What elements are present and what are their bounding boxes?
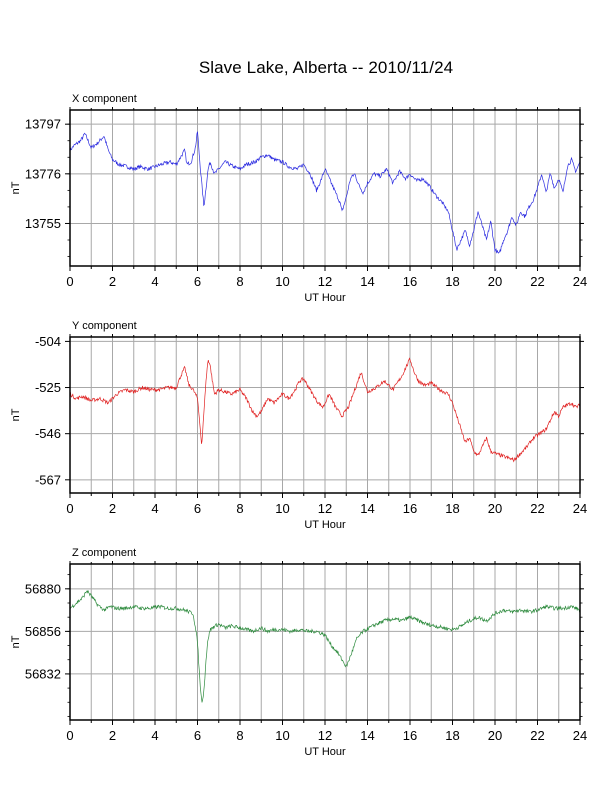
page-title: Slave Lake, Alberta -- 2010/11/24 bbox=[198, 58, 454, 77]
x-tick-label: 6 bbox=[194, 728, 201, 743]
y-tick-label: 13776 bbox=[25, 166, 61, 181]
x-tick-label: 16 bbox=[403, 501, 417, 516]
x-tick-label: 20 bbox=[488, 728, 502, 743]
y-tick-label: 13755 bbox=[25, 216, 61, 231]
y-tick-label: 56880 bbox=[25, 581, 61, 596]
x-tick-label: 10 bbox=[275, 274, 289, 289]
x-tick-label: 22 bbox=[530, 728, 544, 743]
y-axis-label: nT bbox=[10, 408, 22, 421]
y-axis-label: nT bbox=[10, 635, 22, 648]
x-tick-label: 8 bbox=[236, 274, 243, 289]
x-tick-label: 18 bbox=[445, 728, 459, 743]
y-tick-label: -525 bbox=[35, 380, 61, 395]
x-tick-label: 12 bbox=[318, 274, 332, 289]
x-tick-label: 22 bbox=[530, 501, 544, 516]
y-tick-label: -504 bbox=[35, 334, 61, 349]
x-axis-label: UT Hour bbox=[304, 292, 346, 304]
x-tick-label: 16 bbox=[403, 274, 417, 289]
x-tick-label: 12 bbox=[318, 501, 332, 516]
z-component-series-line bbox=[69, 590, 581, 703]
x-axis-label: UT Hour bbox=[304, 519, 346, 531]
x-tick-label: 14 bbox=[360, 274, 374, 289]
y-tick-label: 56832 bbox=[25, 666, 61, 681]
y-component-series-line bbox=[69, 357, 581, 463]
x-tick-label: 10 bbox=[275, 501, 289, 516]
x-tick-label: 14 bbox=[360, 501, 374, 516]
y-tick-label: 56856 bbox=[25, 624, 61, 639]
x-tick-label: 6 bbox=[194, 501, 201, 516]
x-tick-label: 4 bbox=[151, 501, 158, 516]
x-tick-label: 0 bbox=[66, 274, 73, 289]
x-tick-label: 4 bbox=[151, 274, 158, 289]
y-tick-label: 13797 bbox=[25, 117, 61, 132]
x-tick-label: 16 bbox=[403, 728, 417, 743]
x-component-label: X component bbox=[72, 93, 137, 105]
x-tick-label: 14 bbox=[360, 728, 374, 743]
y-component-label: Y component bbox=[72, 320, 137, 332]
x-tick-label: 8 bbox=[236, 728, 243, 743]
z-component-label: Z component bbox=[72, 547, 136, 559]
x-tick-label: 8 bbox=[236, 501, 243, 516]
x-tick-label: 0 bbox=[66, 501, 73, 516]
x-tick-label: 12 bbox=[318, 728, 332, 743]
x-tick-label: 22 bbox=[530, 274, 544, 289]
x-tick-label: 2 bbox=[109, 728, 116, 743]
x-tick-label: 20 bbox=[488, 501, 502, 516]
x-tick-label: 2 bbox=[109, 274, 116, 289]
x-tick-label: 4 bbox=[151, 728, 158, 743]
x-axis-label: UT Hour bbox=[304, 746, 346, 758]
y-axis-label: nT bbox=[10, 181, 22, 194]
x-tick-label: 10 bbox=[275, 728, 289, 743]
x-tick-label: 6 bbox=[194, 274, 201, 289]
y-tick-label: -546 bbox=[35, 426, 61, 441]
x-component-series-line bbox=[69, 131, 581, 254]
x-tick-label: 24 bbox=[573, 501, 587, 516]
x-tick-label: 0 bbox=[66, 728, 73, 743]
y-tick-label: -567 bbox=[35, 472, 61, 487]
x-tick-label: 2 bbox=[109, 501, 116, 516]
x-tick-label: 18 bbox=[445, 274, 459, 289]
x-tick-label: 24 bbox=[573, 274, 587, 289]
x-tick-label: 18 bbox=[445, 501, 459, 516]
x-tick-label: 24 bbox=[573, 728, 587, 743]
x-tick-label: 20 bbox=[488, 274, 502, 289]
